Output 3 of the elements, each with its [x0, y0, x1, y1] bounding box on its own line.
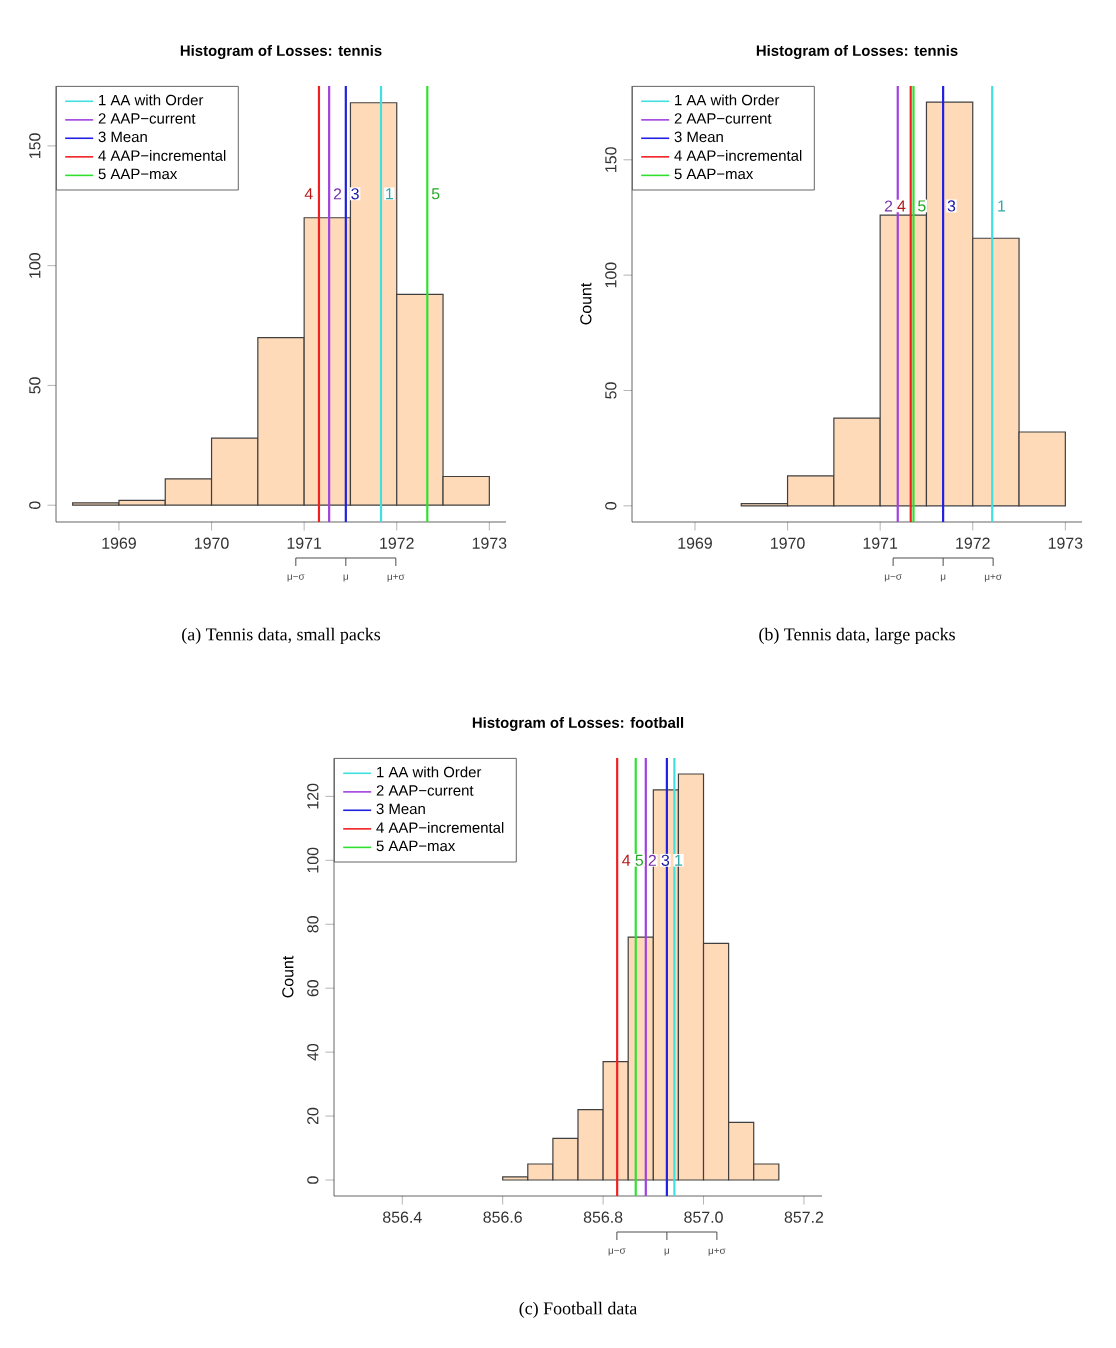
text: (c) Football data [519, 1301, 638, 1319]
text: (a) Tennis data, small packs [182, 627, 381, 645]
text: (b) Tennis data, large packs [759, 627, 955, 645]
